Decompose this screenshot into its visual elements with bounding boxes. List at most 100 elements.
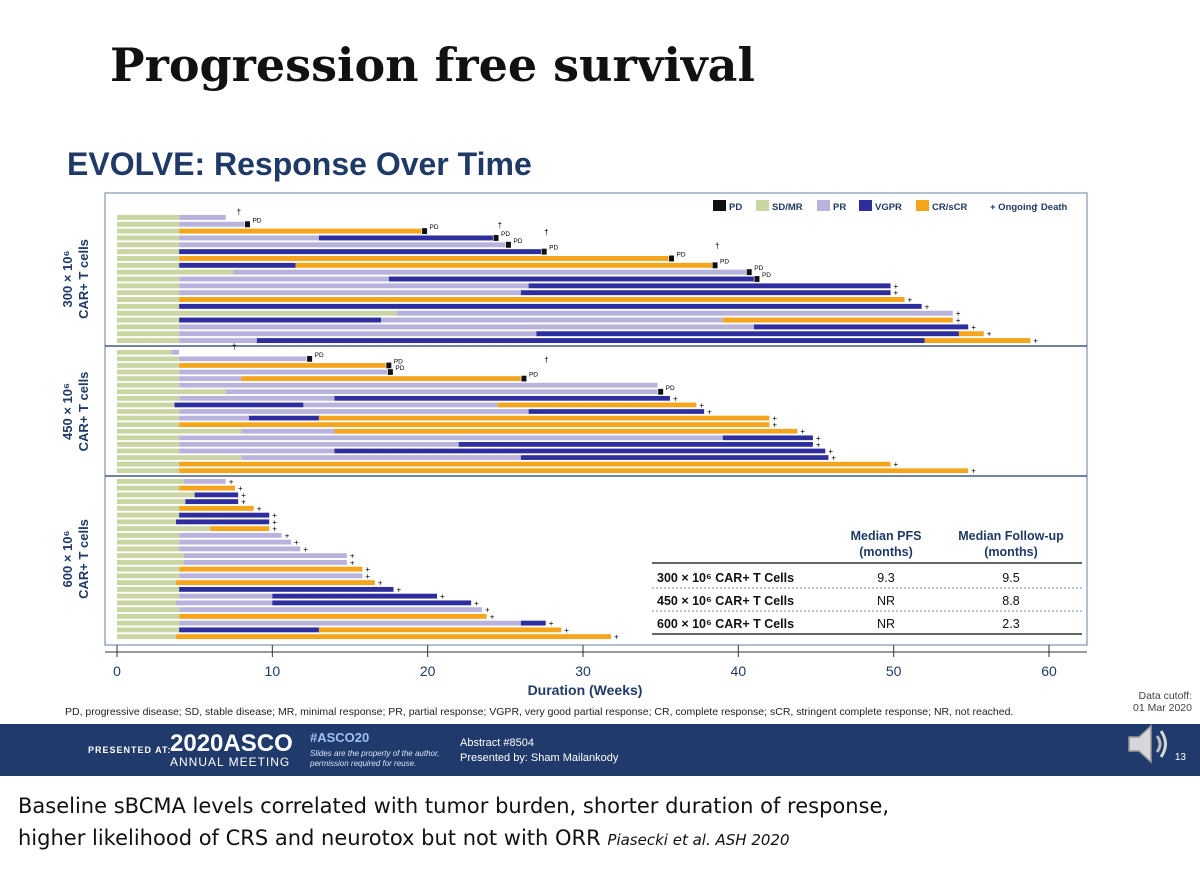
swimmer-segment-vgpr: [174, 402, 304, 408]
swimmer-segment-pr: [179, 539, 291, 545]
permission-note: Slides are the property of the author, p…: [310, 749, 439, 769]
pd-marker: [746, 269, 752, 276]
caption: Baseline sBCMA levels correlated with tu…: [18, 790, 889, 856]
swimmer-segment-sdmr: [117, 613, 180, 619]
swimmer-segment-sdmr: [117, 262, 180, 268]
swimmer-segment-sdmr: [117, 607, 180, 613]
ongoing-marker: +: [229, 477, 234, 486]
caption-line2: higher likelihood of CRS and neurotox bu…: [18, 826, 601, 850]
x-tick-label: 10: [265, 663, 281, 679]
swimmer-segment-sdmr: [117, 276, 180, 282]
swimmer-segment-sdmr: [117, 559, 184, 565]
swimmer-segment-vgpr: [272, 600, 472, 606]
pd-marker: [493, 234, 499, 241]
table-pfs-cell: NR: [877, 617, 895, 631]
swimmer-segment-pr: [179, 221, 245, 227]
swimmer-segment-vgpr: [194, 492, 239, 498]
table-cohort-cell: 300 × 10⁶ CAR+ T Cells: [657, 571, 794, 585]
swimmer-segment-vgpr: [256, 338, 925, 344]
swimmer-segment-pr: [179, 448, 335, 454]
swimmer-segment-pr: [179, 338, 257, 344]
pd-marker: [541, 248, 547, 255]
ongoing-marker: +: [241, 498, 246, 507]
swimmer-segment-pr: [179, 573, 363, 579]
swimmer-segment-sdmr: [117, 442, 180, 447]
pd-label: PD: [315, 352, 324, 359]
legend-swatch: [817, 200, 830, 211]
speaker-icon[interactable]: [1125, 720, 1173, 768]
pd-marker: [754, 276, 760, 282]
swimmer-segment-pr: [176, 600, 273, 606]
swimmer-segment-sdmr: [117, 214, 180, 220]
swimmer-segment-sdmr: [117, 395, 180, 401]
swimmer-segment-pr: [179, 235, 319, 241]
swimmer-segment-crscr: [318, 627, 562, 633]
cohort-label-cells: CAR+ T cells: [76, 519, 91, 599]
ongoing-marker: +: [894, 460, 899, 469]
swimmer-segment-pr: [225, 389, 658, 395]
death-marker: †: [237, 207, 241, 216]
swimmer-segment-sdmr: [117, 242, 180, 248]
ongoing-marker: +: [772, 421, 777, 430]
swimmer-segment-vgpr: [176, 519, 270, 525]
swimmer-segment-sdmr: [117, 573, 180, 579]
swimmer-segment-sdmr: [117, 235, 180, 241]
swimmer-segment-pr: [179, 242, 506, 248]
swimmer-segment-crscr: [179, 228, 422, 234]
swimmer-segment-pr: [179, 276, 389, 282]
swimmer-segment-pr: [171, 349, 180, 355]
pd-label: PD: [720, 258, 729, 265]
pd-marker: [387, 369, 393, 375]
swimmer-segment-crscr: [179, 566, 363, 572]
ongoing-marker: +: [272, 525, 277, 534]
ongoing-marker: +: [800, 427, 805, 436]
swimmer-segment-sdmr: [117, 249, 180, 255]
table-cohort-cell: 600 × 10⁶ CAR+ T Cells: [657, 617, 794, 631]
table-header: Median Follow-up: [958, 529, 1064, 543]
asco-year: 2020: [170, 730, 224, 757]
swimmer-segment-pr: [179, 607, 483, 613]
swimmer-segment-sdmr: [117, 269, 234, 275]
table-pfs-cell: NR: [877, 594, 895, 608]
swimmer-segment-sdmr: [117, 356, 180, 362]
death-marker: †: [232, 342, 236, 351]
swimmer-segment-sdmr: [117, 478, 184, 484]
swimmer-segment-vgpr: [334, 448, 826, 454]
pd-marker: [669, 255, 675, 262]
swimmer-segment-sdmr: [117, 402, 175, 408]
swimmer-segment-pr: [183, 559, 347, 565]
legend-swatch: [916, 200, 929, 211]
data-cutoff-date: 01 Mar 2020: [1133, 702, 1192, 714]
swimmer-segment-pr: [381, 317, 723, 323]
swimmer-segment-crscr: [176, 580, 375, 586]
permission-note-line1: Slides are the property of the author,: [310, 749, 440, 758]
swimmer-segment-sdmr: [117, 593, 180, 599]
swimmer-segment-vgpr: [249, 415, 319, 421]
ongoing-marker: +: [1033, 337, 1038, 346]
pd-label: PD: [430, 224, 439, 231]
swimmer-segment-sdmr: [117, 586, 180, 592]
ongoing-marker: +: [549, 619, 554, 628]
pd-marker: [712, 262, 718, 269]
cohort-label-dose: 300 × 10⁶: [60, 251, 75, 308]
x-tick-label: 60: [1041, 663, 1057, 679]
swimmer-segment-vgpr: [179, 317, 382, 323]
ongoing-marker: +: [365, 572, 370, 581]
swimmer-segment-crscr: [958, 331, 984, 337]
pd-label: PD: [501, 231, 510, 238]
pd-label: PD: [395, 365, 404, 372]
pd-label: PD: [677, 251, 686, 258]
data-cutoff-label: Data cutoff:: [1138, 690, 1192, 702]
pd-marker: [521, 375, 527, 382]
ongoing-marker: +: [908, 296, 913, 305]
ongoing-marker: +: [485, 606, 490, 615]
ongoing-marker: +: [396, 585, 401, 594]
swimmer-segment-sdmr: [117, 519, 177, 525]
ongoing-marker: +: [987, 330, 992, 339]
swimmer-segment-vgpr: [179, 249, 542, 255]
pd-label: PD: [754, 265, 763, 272]
swimmer-segment-vgpr: [179, 627, 319, 633]
ongoing-marker: +: [272, 518, 277, 527]
table-cohort-cell: 450 × 10⁶ CAR+ T Cells: [657, 594, 794, 608]
